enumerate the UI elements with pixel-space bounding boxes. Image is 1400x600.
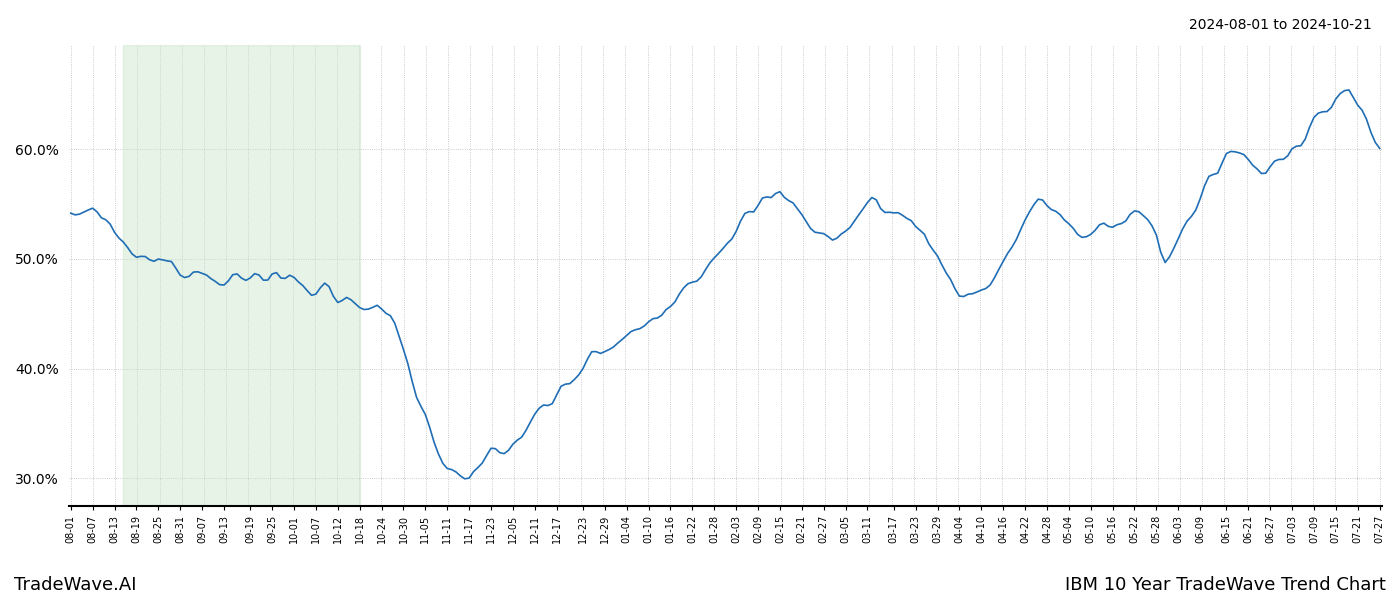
Text: IBM 10 Year TradeWave Trend Chart: IBM 10 Year TradeWave Trend Chart — [1065, 576, 1386, 594]
Text: TradeWave.AI: TradeWave.AI — [14, 576, 137, 594]
Bar — [123, 45, 360, 506]
Text: 2024-08-01 to 2024-10-21: 2024-08-01 to 2024-10-21 — [1189, 18, 1372, 32]
